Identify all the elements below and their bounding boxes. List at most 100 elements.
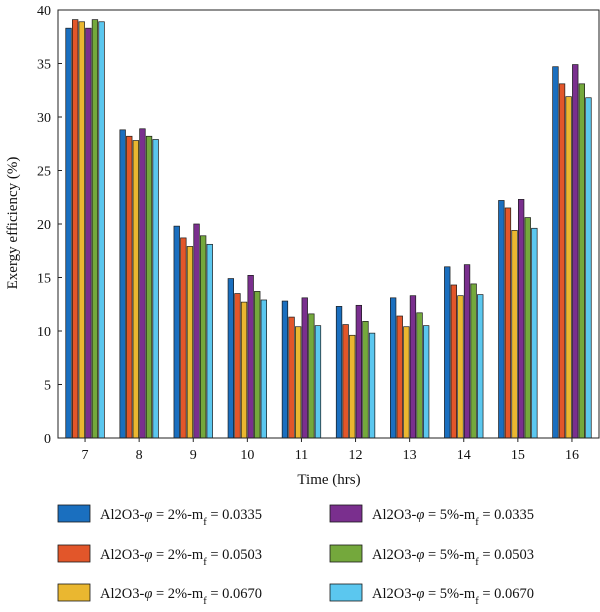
bar-8-series-5: [145, 135, 153, 439]
legend-swatch-3: [57, 583, 91, 602]
legend-label-prefix: Al2O3-: [100, 586, 144, 602]
y-tick-label-0: 0: [44, 432, 51, 447]
legend-label-value: = 0.0503: [207, 547, 262, 563]
y-tick-label-35: 35: [37, 58, 51, 73]
bar-15-series-4: [517, 199, 525, 439]
y-axis-title: Exergy efficiency (%): [5, 157, 21, 290]
legend-label-phi: φ: [416, 586, 424, 602]
bar-7-series-4: [85, 27, 92, 439]
bar-11-series-3: [295, 326, 302, 439]
bar-10-series-4: [247, 275, 254, 439]
x-tick-label-14: 14: [457, 448, 471, 463]
legend-label-5: Al2O3-φ = 5%-mf = 0.0503: [372, 547, 534, 568]
bar-13-series-2: [396, 315, 403, 439]
legend-item-2: Al2O3-φ = 2%-mf = 0.0503: [57, 544, 262, 568]
x-tick-label-12: 12: [349, 448, 363, 463]
bar-10-series-3: [240, 301, 248, 439]
legend-label-value: = 0.0670: [207, 586, 262, 602]
bar-9-series-3: [186, 246, 194, 439]
bar-9-series-4: [193, 223, 200, 439]
bar-16-series-4: [572, 64, 579, 439]
bar-12-series-2: [342, 324, 349, 439]
bar-12-series-5: [362, 321, 369, 439]
bar-14-series-3: [457, 295, 464, 439]
legend-item-4: Al2O3-φ = 5%-mf = 0.0335: [329, 504, 534, 528]
bar-13-series-1: [390, 297, 397, 439]
x-tick-label-16: 16: [565, 448, 579, 463]
x-axis-title: Time (hrs): [297, 472, 360, 488]
legend-swatch-2: [57, 544, 91, 563]
bar-16-series-1: [552, 66, 559, 439]
bar-8-series-1: [119, 129, 126, 439]
legend-label-mid: = 5%-m: [424, 547, 476, 563]
legend-label-sub: f: [203, 517, 207, 528]
legend-label-value: = 0.0335: [479, 507, 534, 523]
y-tick-label-40: 40: [37, 4, 51, 19]
bar-15-series-5: [524, 217, 531, 439]
bar-7-series-2: [71, 19, 79, 439]
x-tick-label-11: 11: [295, 448, 308, 463]
bar-14-series-5: [470, 283, 477, 439]
bar-7-series-3: [78, 21, 85, 439]
legend-swatch-6: [329, 583, 363, 602]
legend-label-sub: f: [203, 557, 207, 568]
x-tick-label-10: 10: [240, 448, 254, 463]
legend-label-4: Al2O3-φ = 5%-mf = 0.0335: [372, 507, 534, 528]
legend-label-phi: φ: [416, 547, 424, 563]
bar-14-series-2: [450, 284, 457, 439]
bar-7-series-1: [65, 27, 72, 439]
bar-13-series-6: [423, 325, 430, 439]
y-tick-label-20: 20: [37, 218, 51, 233]
legend-item-6: Al2O3-φ = 5%-mf = 0.0670: [329, 583, 534, 607]
bar-9-series-1: [173, 225, 180, 439]
axes: 7 8 9 10 11 12 13 14 15 16 0 5 10 15 20 25 30 35 40: [37, 4, 600, 463]
legend-label-sub: f: [203, 596, 207, 607]
x-tick-label-15: 15: [511, 448, 525, 463]
y-tick-label-5: 5: [44, 379, 51, 394]
bar-10-series-2: [234, 293, 241, 439]
x-tick-label-13: 13: [403, 448, 417, 463]
y-tick-label-10: 10: [37, 325, 51, 340]
bar-8-series-2: [126, 135, 133, 439]
bar-13-series-4: [409, 295, 417, 439]
bar-14-series-6: [477, 294, 484, 439]
legend-item-3: Al2O3-φ = 2%-mf = 0.0670: [57, 583, 262, 607]
bar-16-series-5: [578, 83, 585, 439]
bar-10-series-5: [254, 291, 261, 439]
bar-8-series-6: [152, 139, 159, 439]
bar-11-series-2: [288, 316, 295, 439]
bar-15-series-3: [511, 230, 518, 439]
legend-label-value: = 0.0503: [479, 547, 534, 563]
x-tick-label-7: 7: [82, 448, 89, 463]
bar-10-series-6: [260, 299, 267, 439]
bar-13-series-5: [416, 312, 423, 439]
bar-11-series-1: [281, 300, 289, 439]
legend-label-mid: = 2%-m: [152, 507, 204, 523]
bar-15-series-2: [504, 207, 512, 439]
y-tick-label-15: 15: [37, 272, 51, 287]
bar-12-series-4: [355, 304, 362, 439]
legend-label-phi: φ: [144, 547, 152, 563]
bar-9-series-6: [206, 243, 213, 439]
bar-8-series-3: [132, 140, 140, 439]
bar-13-series-3: [403, 326, 410, 439]
legend-label-prefix: Al2O3-: [372, 547, 416, 563]
bar-14-series-4: [463, 264, 471, 439]
bar-12-series-6: [368, 332, 376, 439]
bar-15-series-6: [531, 227, 538, 439]
legend-label-prefix: Al2O3-: [372, 507, 416, 523]
bar-11-series-5: [308, 313, 315, 439]
legend-swatch-4: [329, 504, 363, 523]
legend-item-1: Al2O3-φ = 2%-mf = 0.0335: [57, 504, 262, 528]
legend-label-prefix: Al2O3-: [100, 547, 144, 563]
bar-16-series-6: [585, 97, 592, 439]
bar-15-series-1: [498, 200, 505, 439]
bar-9-series-2: [180, 237, 187, 439]
bar-7-series-5: [91, 19, 99, 439]
plot-area: [65, 19, 592, 439]
bar-12-series-3: [349, 334, 356, 439]
legend-swatch-5: [329, 544, 363, 563]
